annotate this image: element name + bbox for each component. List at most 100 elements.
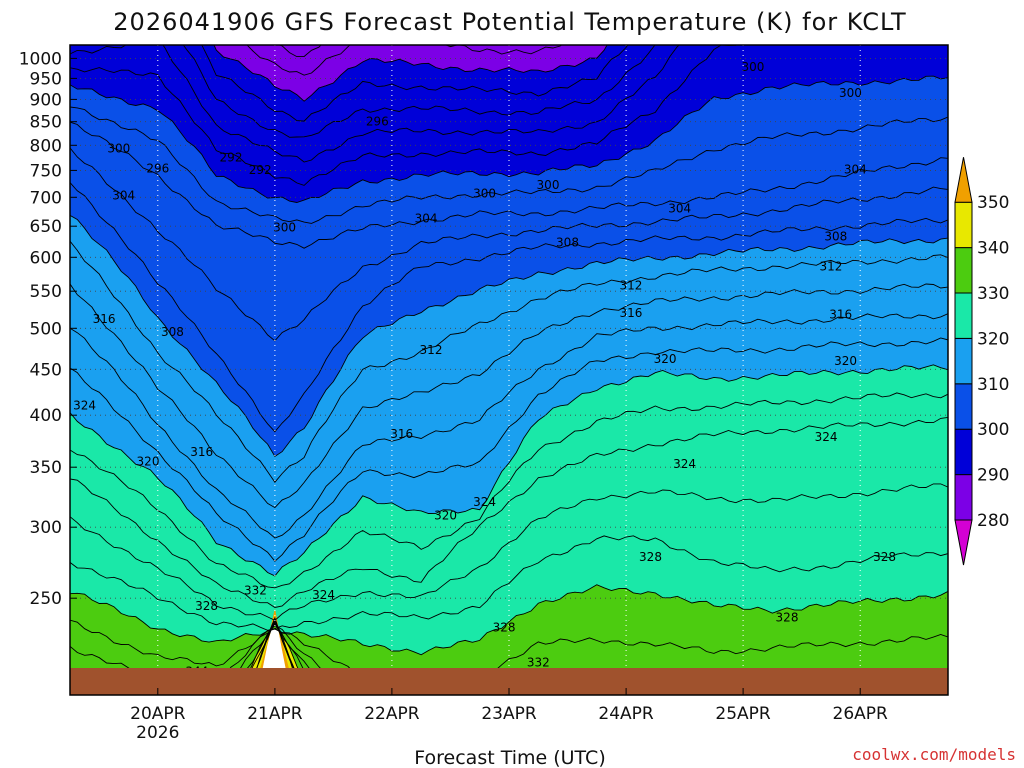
y-tick-label-350: 350	[30, 458, 62, 478]
contour-label-292: 292	[220, 151, 243, 165]
contour-label-312: 312	[420, 343, 443, 357]
y-axis: 250 300 350 400 450 500 550 600 650 700 750 800 850 9…	[19, 49, 77, 609]
contour-line-300K	[70, 75, 948, 203]
contour-label-296: 296	[366, 115, 389, 129]
contour-line-320K	[70, 364, 948, 577]
x-tick-label-22APR: 22APR	[364, 704, 420, 724]
contour-label-328: 328	[493, 620, 516, 634]
contour-line-308K	[70, 182, 948, 433]
contour-label-320: 320	[654, 352, 677, 366]
contour-label-316: 316	[190, 445, 213, 459]
contour-line-316K	[70, 313, 948, 539]
contour-label-316: 316	[619, 306, 642, 320]
band-340-350K	[250, 614, 299, 668]
contour-line-298K	[70, 45, 738, 186]
contour-label-312: 312	[819, 260, 842, 274]
contour-label-324: 324	[673, 457, 696, 471]
y-tick-label-600: 600	[30, 248, 62, 268]
contour-line-292K	[201, 45, 629, 122]
contour-label-300: 300	[537, 178, 560, 192]
contour-label-292: 292	[249, 163, 272, 177]
y-tick-label-750: 750	[30, 161, 62, 181]
y-tick-label-500: 500	[30, 319, 62, 339]
contour-line-318K	[70, 337, 948, 562]
x-tick-label-23APR: 23APR	[481, 704, 537, 724]
contour-line-288K	[246, 45, 563, 76]
colorbar-swatch-290-300	[954, 428, 973, 476]
contour-label-324: 324	[815, 430, 838, 444]
y-tick-label-400: 400	[30, 406, 62, 426]
contour-label-308: 308	[161, 325, 184, 339]
contour-label-308: 308	[556, 236, 579, 250]
contour-label-320: 320	[834, 354, 857, 368]
contour-label-300: 300	[741, 60, 764, 74]
contour-label-296: 296	[146, 161, 169, 175]
contour-label-308: 308	[824, 230, 847, 244]
contour-label-304: 304	[844, 162, 867, 176]
contour-label-324: 324	[73, 399, 96, 413]
contour-label-304: 304	[415, 211, 438, 225]
colorbar-legend: 280 290 300 310 320 330 340 350	[954, 157, 1009, 566]
y-tick-label-300: 300	[30, 518, 62, 538]
contour-label-304: 304	[112, 189, 135, 203]
x-axis-title: Forecast Time (UTC)	[414, 747, 605, 768]
y-tick-label-950: 950	[30, 69, 62, 89]
contour-label-324: 324	[473, 495, 496, 509]
contour-label-328: 328	[639, 550, 662, 564]
contour-label-300: 300	[839, 86, 862, 100]
colorbar-arrow-low	[954, 519, 973, 566]
band-350-360K	[260, 609, 289, 668]
contour-label-316: 316	[390, 427, 413, 441]
colorbar-arrow-high	[954, 157, 973, 203]
contour-label-332: 332	[527, 655, 550, 669]
contour-line-328K	[70, 535, 948, 631]
contour-label-328: 328	[195, 599, 218, 613]
y-tick-label-800: 800	[30, 136, 62, 156]
y-tick-label-550: 550	[30, 282, 62, 302]
contour-line-332K	[70, 619, 948, 668]
contour-line-326K	[70, 483, 948, 621]
contour-line-290K	[213, 45, 608, 102]
contour-label-304: 304	[668, 202, 691, 216]
y-tick-label-700: 700	[30, 188, 62, 208]
colorbar-label-320: 320	[977, 329, 1009, 349]
contour-line-312K	[70, 240, 948, 483]
colorbar-label-280: 280	[977, 511, 1009, 531]
contour-label-316: 316	[93, 312, 116, 326]
colorbar-label-330: 330	[977, 284, 1009, 304]
colorbar-label-340: 340	[977, 239, 1009, 259]
contour-line-310K	[70, 215, 948, 458]
y-tick-label-650: 650	[30, 217, 62, 237]
chart-title: 2026041906 GFS Forecast Potential Temper…	[113, 8, 906, 36]
contour-line-330K	[70, 584, 948, 656]
colorbar-swatch-280-290	[954, 474, 973, 521]
colorbar-swatch-340-350	[954, 201, 973, 249]
contour-label-300: 300	[273, 220, 296, 234]
colorbar-swatch-320-330	[954, 292, 973, 339]
colorbar-label-290: 290	[977, 466, 1009, 486]
contour-line-322K	[70, 392, 948, 589]
x-tick-label-20APR: 20APR	[130, 704, 186, 724]
contour-label-328: 328	[873, 550, 896, 564]
x-tick-label-26APR: 26APR	[833, 704, 889, 724]
contour-line-302K	[70, 106, 948, 224]
contour-label-328: 328	[776, 610, 799, 624]
x-tick-label-24APR: 24APR	[598, 704, 654, 724]
contour-label-332: 332	[244, 584, 267, 598]
y-tick-label-250: 250	[30, 589, 62, 609]
contour-label-320: 320	[137, 455, 160, 469]
contour-label-320: 320	[434, 509, 457, 523]
contour-label-300: 300	[107, 142, 130, 156]
contour-line-324K	[70, 416, 948, 608]
x-tick-sublabel-20APR: 2026	[136, 723, 179, 743]
contour-line-314K	[70, 283, 948, 509]
y-tick-label-450: 450	[30, 360, 62, 380]
colorbar-swatch-310-320	[954, 337, 973, 385]
colorbar-label-310: 310	[977, 375, 1009, 395]
y-tick-label-850: 850	[30, 113, 62, 133]
colorbar-label-350: 350	[977, 193, 1009, 213]
contour-label-324: 324	[312, 588, 335, 602]
contour-line-296K	[70, 45, 681, 163]
